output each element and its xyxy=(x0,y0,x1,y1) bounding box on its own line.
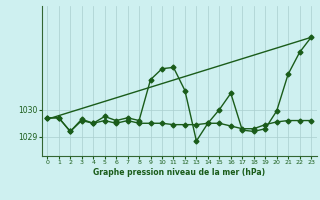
X-axis label: Graphe pression niveau de la mer (hPa): Graphe pression niveau de la mer (hPa) xyxy=(93,168,265,177)
